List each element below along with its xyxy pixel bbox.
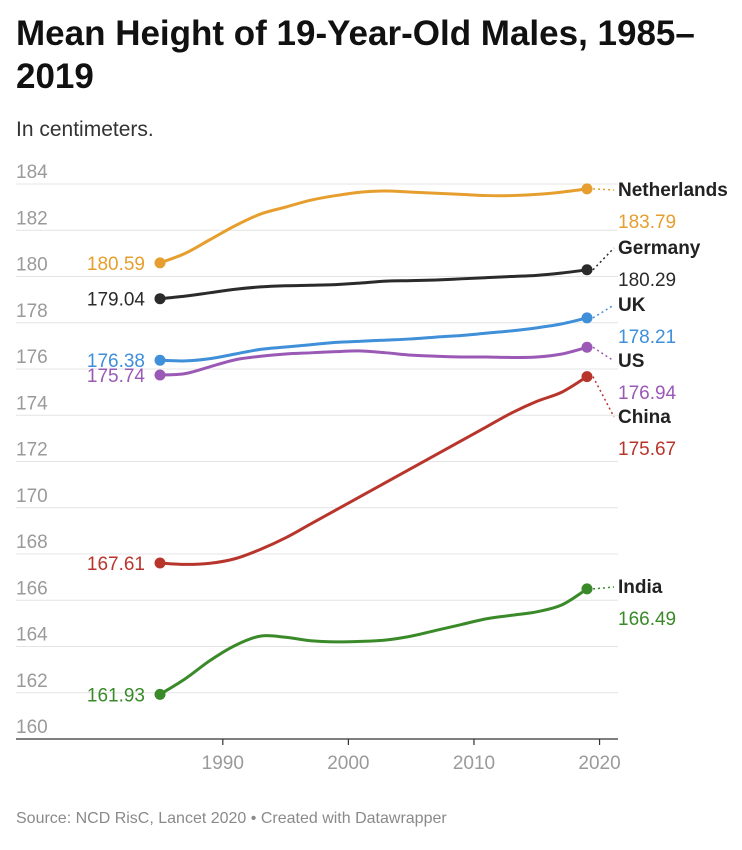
end-point-uk [581,312,593,324]
y-tick-label: 178 [16,301,48,322]
grid-layer: 160 162 164 166 168 170 172 174 176 178 180 182 184 1… [16,162,621,774]
end-point-china [581,371,593,383]
y-tick-label: 172 [16,440,48,461]
end-value-label-netherlands: 183.79 [618,212,676,233]
end-value-label-germany: 180.29 [618,270,676,291]
start-value-label-germany: 179.04 [87,290,146,311]
series-line-us [158,345,589,377]
chart-title: Mean Height of 19-Year-Old Males, 1985–2… [16,14,695,96]
start-point-us [154,369,166,381]
lines-layer [154,183,593,700]
source-note: Source: NCD RisC, Lancet 2020 • Created … [16,810,447,827]
series-line-china [158,375,589,566]
x-tick-label: 2020 [578,753,620,774]
label-connector-us [592,346,615,362]
start-value-label-us: 175.74 [87,366,146,387]
x-tick-label: 2010 [453,753,495,774]
y-tick-label: 170 [16,486,48,507]
y-tick-label: 160 [16,717,48,738]
start-point-india [154,688,166,700]
end-point-india [581,583,593,595]
start-value-label-uk: 176.38 [87,351,145,372]
series-line-germany [158,268,589,301]
y-tick-label: 184 [16,162,48,183]
series-name-label-india: India [618,577,663,598]
labels-layer: 180.59 Netherlands 183.79 179.04 Germany 180.… [87,180,728,706]
end-point-germany [581,264,593,276]
y-tick-label: 180 [16,255,48,276]
series-name-label-netherlands: Netherlands [618,180,728,201]
end-value-label-china: 175.67 [618,439,676,460]
y-tick-label: 176 [16,347,48,368]
label-connector-china [592,376,615,418]
start-value-label-netherlands: 180.59 [87,254,145,275]
y-tick-label: 168 [16,532,48,553]
y-tick-label: 182 [16,208,48,229]
series-name-label-uk: UK [618,295,646,316]
start-point-germany [154,293,166,305]
start-point-uk [154,354,166,366]
x-tick-label: 1990 [202,753,244,774]
y-tick-label: 164 [16,625,48,646]
end-value-label-us: 176.94 [618,383,677,404]
label-connector-germany [592,247,615,271]
start-point-netherlands [154,257,166,269]
series-name-label-china: China [618,407,671,428]
start-value-label-china: 167.61 [87,554,145,575]
series-name-label-germany: Germany [618,238,701,259]
start-point-china [154,557,166,569]
end-value-label-india: 166.49 [618,609,676,630]
y-tick-label: 174 [16,393,48,414]
end-point-us [581,341,593,353]
y-tick-label: 166 [16,578,48,599]
start-value-label-india: 161.93 [87,685,145,706]
chart-subtitle: In centimeters. [16,118,154,141]
series-line-netherlands [158,187,589,265]
label-connector-netherlands [592,188,615,191]
x-tick-label: 2000 [327,753,369,774]
series-line-uk [158,316,589,363]
end-point-netherlands [581,183,593,195]
series-line-india [158,587,589,696]
label-connector-uk [592,304,615,319]
label-connector-india [592,586,615,590]
y-tick-label: 162 [16,671,48,692]
end-value-label-uk: 178.21 [618,327,676,348]
series-name-label-us: US [618,351,644,372]
